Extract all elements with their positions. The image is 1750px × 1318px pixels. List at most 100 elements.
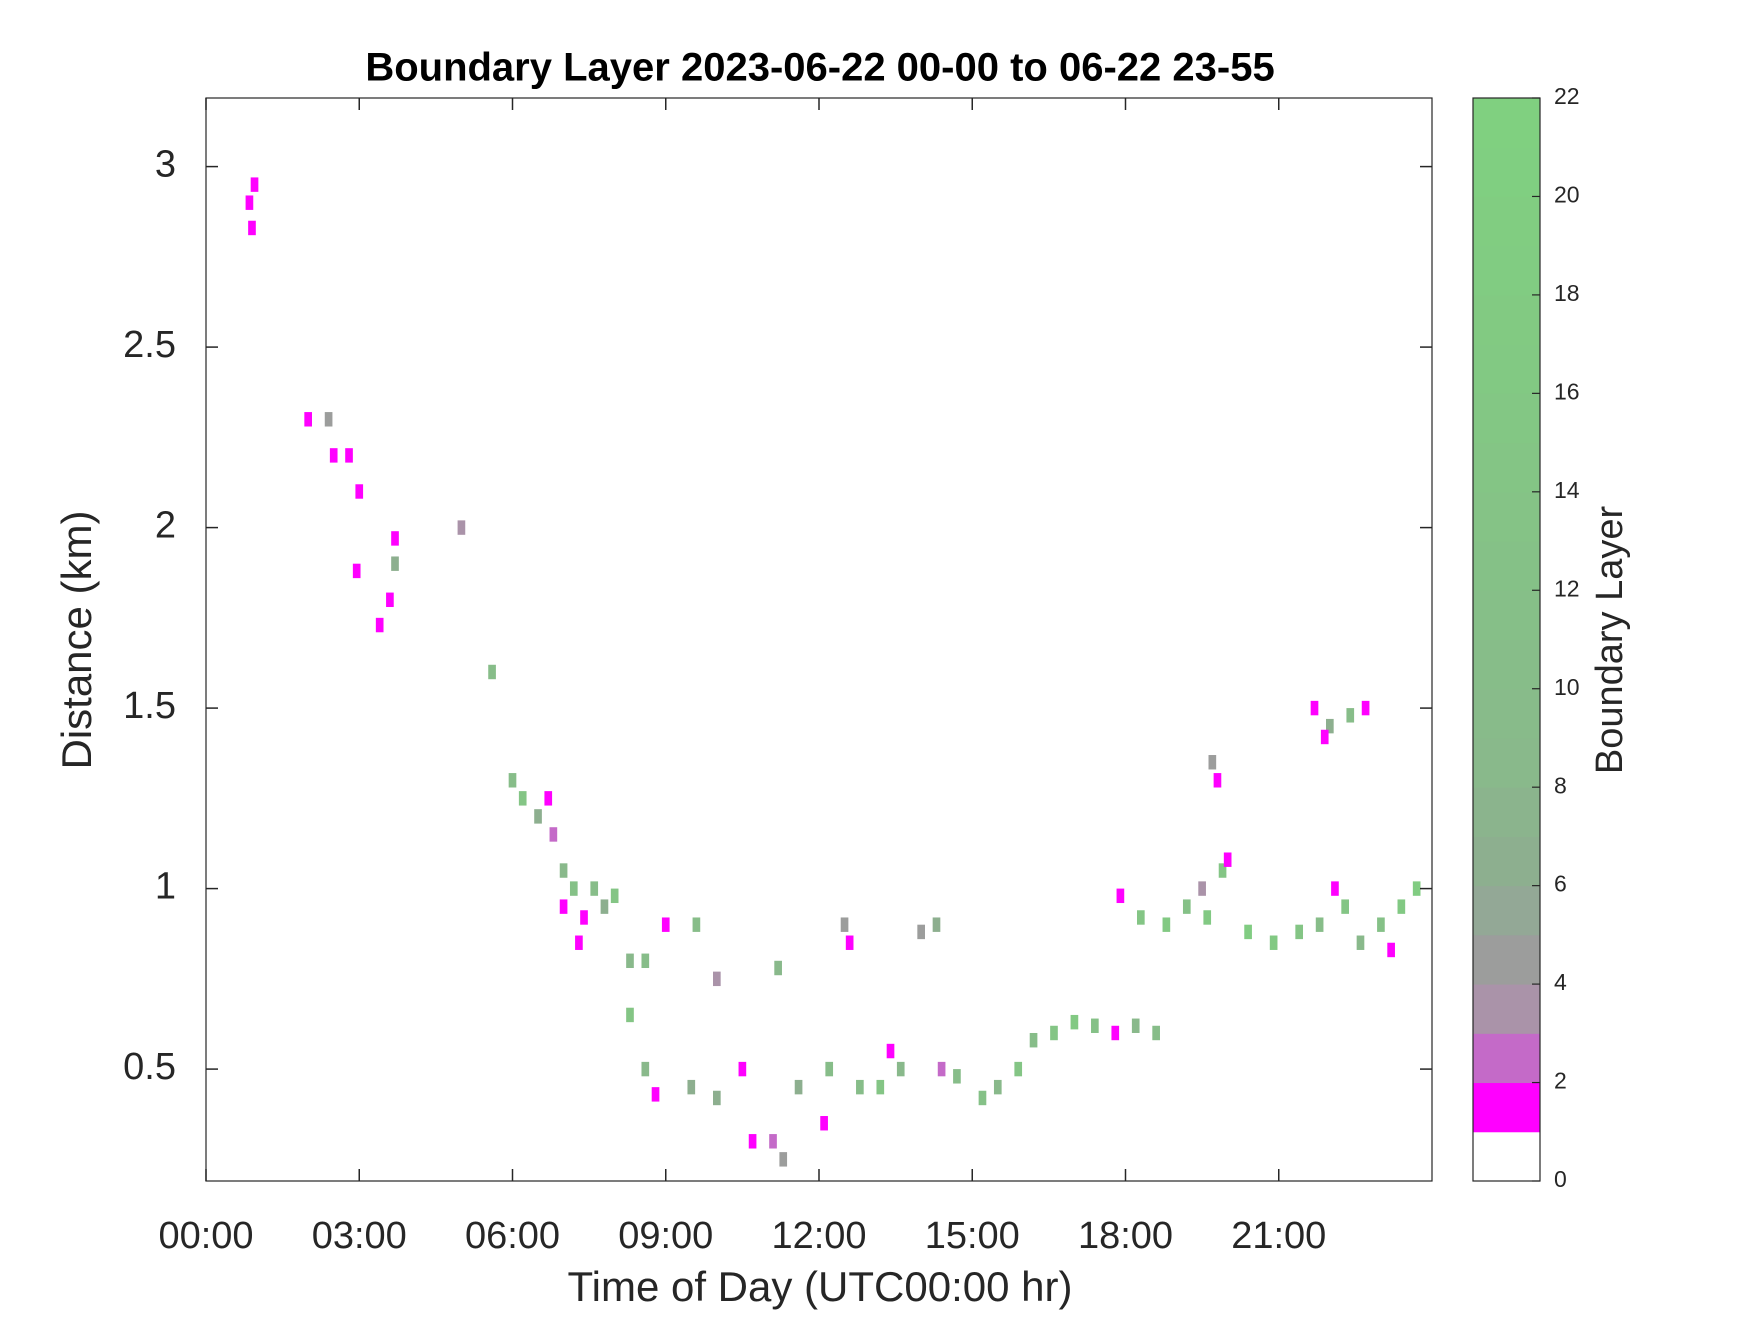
cell (1295, 924, 1304, 940)
cell (375, 617, 384, 633)
cell (457, 520, 466, 535)
y-tick-label: 3 (155, 144, 176, 186)
cell (713, 1090, 721, 1106)
cell (953, 1069, 961, 1084)
cell (1346, 708, 1355, 723)
colorbar-segment (1473, 737, 1540, 788)
cell (1091, 1018, 1099, 1033)
cell (896, 1061, 905, 1077)
colorbar-label: Boundary Layer (1589, 506, 1631, 775)
cell (1162, 917, 1171, 932)
cell (324, 412, 333, 427)
x-tick-label: 03:00 (312, 1215, 407, 1257)
colorbar-segment (1473, 1033, 1540, 1084)
cell (1412, 881, 1421, 896)
x-tick-label: 00:00 (158, 1215, 253, 1257)
colorbar-segment (1473, 491, 1540, 542)
colorbar-tick-label: 22 (1554, 83, 1580, 109)
cell (610, 888, 619, 904)
x-tick-label: 06:00 (465, 1215, 560, 1257)
cell (1387, 942, 1395, 958)
cell (352, 563, 361, 579)
colorbar-segment (1473, 294, 1540, 345)
cell (937, 1061, 946, 1077)
x-tick-label: 18:00 (1078, 1215, 1173, 1257)
cell (580, 910, 588, 925)
cell (329, 448, 338, 463)
cell (886, 1043, 895, 1059)
colorbar-segment (1473, 934, 1540, 985)
cell (245, 195, 254, 210)
cell (1331, 881, 1339, 896)
cell (559, 899, 568, 914)
cell (738, 1061, 747, 1077)
cell (600, 899, 609, 914)
colorbar-tick-label: 16 (1554, 378, 1580, 404)
cell (1014, 1061, 1023, 1077)
cell (304, 412, 312, 427)
y-axis-label: Distance (km) (53, 510, 100, 769)
colorbar-box (1472, 97, 1541, 1182)
colorbar-tick-label: 10 (1554, 674, 1580, 700)
colorbar-segment (1473, 541, 1540, 591)
cell (932, 917, 941, 932)
colorbar-segment (1473, 590, 1540, 640)
colorbar-segment (1473, 245, 1540, 296)
y-tick-label: 1.5 (123, 685, 176, 727)
colorbar-tick-label: 6 (1554, 871, 1567, 897)
colorbar-tick-label: 14 (1554, 477, 1580, 503)
colorbar-segment (1473, 1131, 1540, 1182)
colorbar-tick-label: 20 (1554, 182, 1580, 208)
cell (250, 177, 259, 192)
y-tick-label: 1 (155, 866, 176, 908)
cell (626, 1007, 634, 1023)
x-tick-label: 09:00 (618, 1215, 713, 1257)
cell (248, 220, 256, 236)
cell (1315, 917, 1324, 932)
cell (845, 935, 854, 950)
x-tick-label: 21:00 (1231, 1215, 1326, 1257)
cell (779, 1152, 788, 1167)
y-tick-label: 2 (155, 505, 176, 547)
cell (534, 809, 542, 824)
colorbar-segment (1473, 344, 1540, 394)
cell (391, 531, 399, 546)
colorbar-segment (1473, 147, 1540, 197)
cell (1111, 1025, 1120, 1041)
cell (1213, 773, 1222, 788)
cell (825, 1061, 834, 1077)
colorbar-tick-label: 8 (1554, 772, 1567, 798)
x-axis-label: Time of Day (UTC00:00 hr) (568, 1263, 1073, 1310)
cell (692, 917, 701, 932)
cell (876, 1079, 885, 1095)
cell (1377, 917, 1385, 932)
cell (626, 953, 634, 969)
cell (1356, 935, 1365, 950)
cell (993, 1079, 1002, 1095)
cell (1397, 899, 1406, 914)
cell (641, 1061, 650, 1077)
cell (518, 791, 527, 806)
cell (590, 881, 599, 896)
cell (1361, 700, 1370, 716)
cell (1050, 1025, 1058, 1041)
colorbar-segment (1473, 885, 1540, 936)
colorbar-segment (1473, 787, 1540, 837)
cell (1131, 1018, 1140, 1033)
cell (748, 1134, 757, 1149)
cell (575, 935, 583, 950)
cell (569, 881, 578, 896)
cell (774, 960, 782, 976)
x-tick-label: 12:00 (771, 1215, 866, 1257)
cell (391, 556, 399, 571)
colorbar-segment (1473, 196, 1540, 247)
cell (1310, 700, 1319, 716)
colorbar-tick-label: 4 (1554, 969, 1567, 995)
cell (856, 1079, 864, 1095)
x-tick-label: 15:00 (925, 1215, 1020, 1257)
cell (559, 863, 568, 878)
cell (488, 664, 496, 680)
cell (1208, 755, 1217, 770)
cell (1182, 899, 1191, 914)
